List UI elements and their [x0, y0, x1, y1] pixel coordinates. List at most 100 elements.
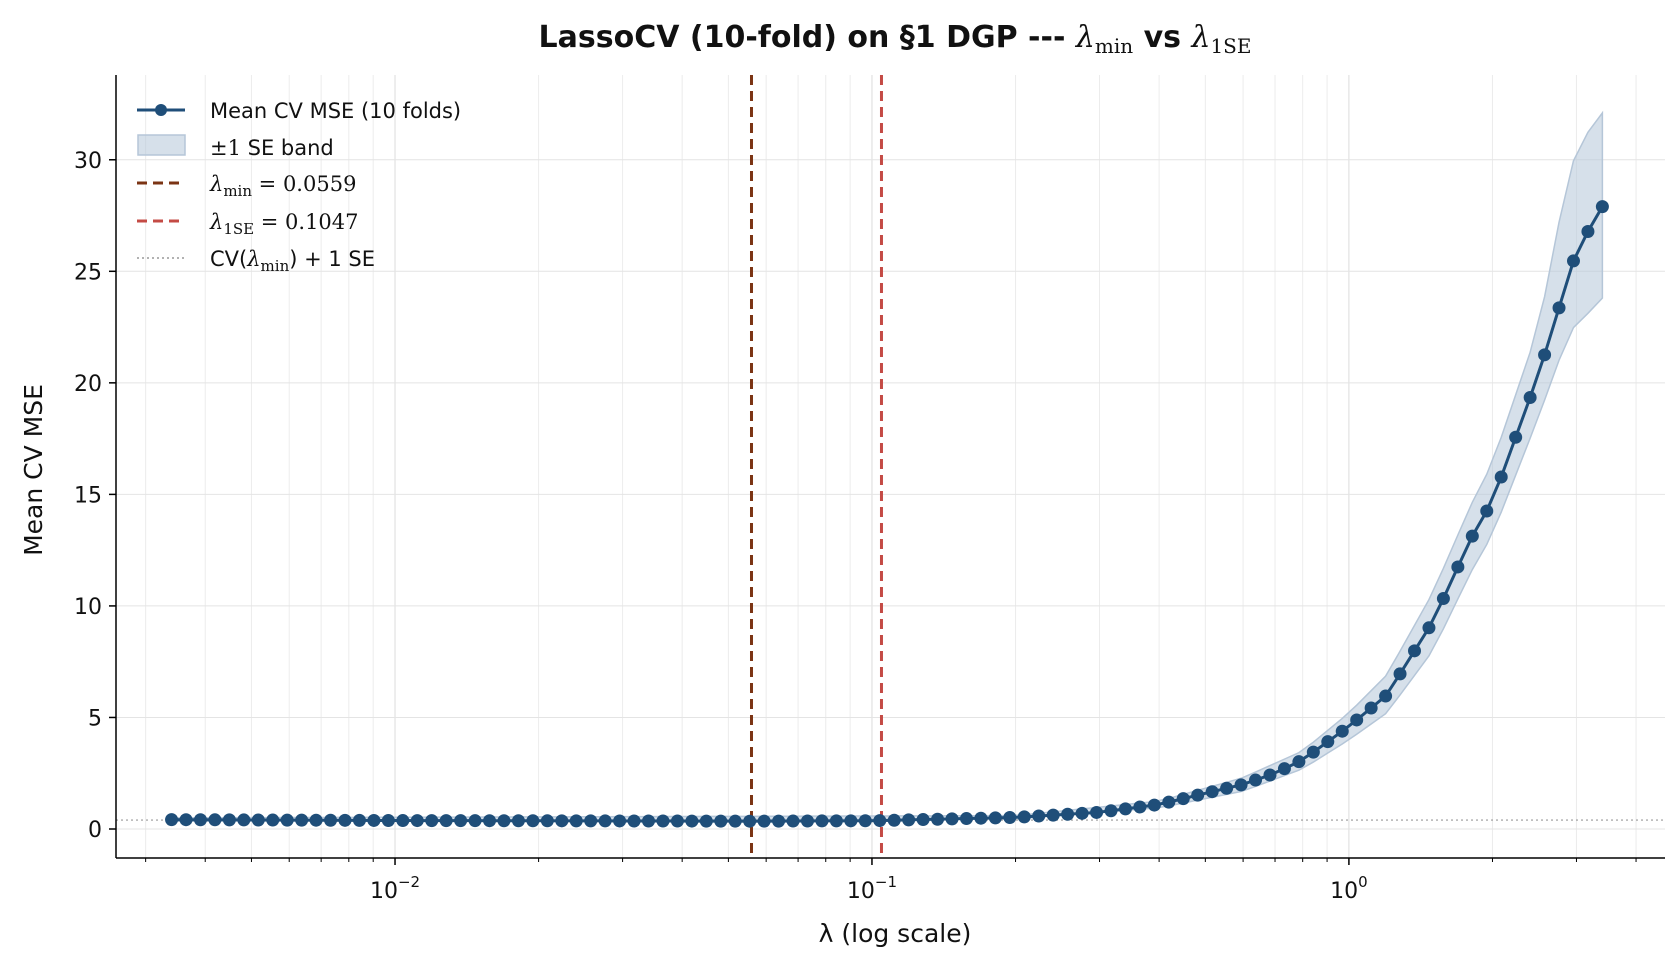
mean-cv-point [815, 814, 829, 828]
mean-cv-point [902, 813, 916, 827]
mean-cv-point [1523, 391, 1537, 405]
mean-cv-point [1552, 301, 1566, 315]
mean-cv-point [974, 811, 988, 825]
mean-cv-point [800, 814, 814, 828]
mean-cv-point [1581, 224, 1595, 238]
mean-cv-layer [165, 200, 1609, 828]
chart-title-lambda-1: λ [1075, 20, 1095, 55]
y-axis-label: Mean CV MSE [19, 384, 48, 556]
mean-cv-point [497, 814, 511, 828]
mean-cv-point [1075, 806, 1089, 820]
mean-cv-point [1422, 621, 1436, 635]
legend-item-mean: Mean CV MSE (10 folds) [137, 99, 461, 123]
mean-cv-point [945, 812, 959, 826]
mean-cv-point [743, 814, 757, 828]
legend: Mean CV MSE (10 folds) ±1 SE band λmin =… [137, 99, 461, 275]
mean-cv-point [959, 812, 973, 826]
mean-cv-point [1306, 745, 1320, 759]
x-tick-label: 10−1 [847, 873, 897, 904]
mean-cv-point [1003, 811, 1017, 825]
mean-cv-point [1335, 724, 1349, 738]
mean-cv-point [598, 814, 612, 828]
mean-cv-point [367, 813, 381, 827]
mean-cv-point [1451, 560, 1465, 574]
chart-title-sub-1: min [1095, 34, 1133, 58]
mean-cv-point [511, 814, 525, 828]
mean-cv-point [844, 814, 858, 828]
legend-label-mean: Mean CV MSE (10 folds) [210, 99, 461, 123]
mean-cv-point [266, 813, 280, 827]
mean-cv-point [309, 813, 323, 827]
mean-cv-point [613, 814, 627, 828]
mean-cv-point [410, 814, 424, 828]
mean-cv-point [757, 814, 771, 828]
mean-cv-point [627, 814, 641, 828]
mean-cv-point [1017, 810, 1031, 824]
mean-cv-point [251, 813, 265, 827]
mean-cv-point [555, 814, 569, 828]
mean-cv-point [1408, 644, 1422, 658]
chart-title-middle: vs [1133, 20, 1191, 55]
mean-cv-point [1191, 788, 1205, 802]
chart-title-prefix: LassoCV (10-fold) on §1 DGP --- [539, 20, 1076, 55]
mean-cv-point [237, 813, 251, 827]
mean-cv-point [1436, 592, 1450, 606]
mean-cv-point [1147, 798, 1161, 812]
axes [115, 75, 1665, 859]
chart-title-lambda-2: λ [1190, 20, 1210, 55]
mean-cv-point [208, 813, 222, 827]
mean-cv-point [670, 814, 684, 828]
mean-cv-point [1393, 667, 1407, 681]
mean-cv-point [439, 814, 453, 828]
legend-item-threshold: CV(λmin) + 1 SE [137, 247, 375, 275]
y-tick-label: 15 [74, 483, 102, 508]
mean-cv-point [1046, 808, 1060, 822]
legend-item-lambda-1se: λ1SE = 0.1047 [137, 210, 359, 238]
legend-label-lambda-1se: λ1SE = 0.1047 [209, 210, 359, 238]
mean-cv-point [1379, 689, 1393, 703]
mean-cv-point [1465, 529, 1479, 543]
lambda-lines-layer [749, 75, 883, 858]
y-tick-label: 20 [74, 372, 102, 397]
legend-item-lambda-min: λmin = 0.0559 [137, 172, 356, 200]
mean-cv-point [179, 813, 193, 827]
mean-cv-point [699, 814, 713, 828]
mean-cv-point [165, 813, 179, 827]
y-tick-label: 0 [88, 818, 102, 843]
chart-title: LassoCV (10-fold) on §1 DGP --- λmin vs … [539, 20, 1252, 58]
mean-cv-point [454, 814, 468, 828]
legend-item-band: ±1 SE band [137, 134, 334, 160]
mean-cv-point [656, 814, 670, 828]
y-tick-label: 10 [74, 595, 102, 620]
mean-cv-point [1321, 735, 1335, 749]
mean-cv-point [772, 814, 786, 828]
mean-cv-point [858, 814, 872, 828]
mean-cv-line [171, 205, 1604, 823]
legend-label-lambda-min: λmin = 0.0559 [209, 172, 356, 200]
y-tick-label: 30 [74, 149, 102, 174]
mean-cv-point [1032, 809, 1046, 823]
mean-cv-point [1538, 348, 1552, 362]
mean-cv-point [1104, 804, 1118, 818]
mean-cv-point [1263, 768, 1277, 782]
tick-layer: 0 5 10 15 20 25 30 10−2 10−1 100 [74, 149, 1637, 904]
mean-cv-point [1350, 713, 1364, 727]
mean-cv-point [931, 812, 945, 826]
mean-cv-point [280, 813, 294, 827]
x-tick-label: 100 [1330, 873, 1368, 904]
mean-cv-point [425, 814, 439, 828]
mean-cv-point [584, 814, 598, 828]
mean-cv-point [1566, 254, 1580, 268]
mean-cv-point [338, 813, 352, 827]
mean-cv-point [1595, 200, 1609, 214]
legend-label-threshold: CV(λmin) + 1 SE [210, 247, 375, 275]
mean-cv-point [1494, 470, 1508, 484]
mean-cv-point [1090, 805, 1104, 819]
mean-cv-point [1480, 504, 1494, 518]
x-tick-label: 10−2 [370, 873, 420, 904]
mean-cv-point [1277, 762, 1291, 776]
mean-cv-point [1509, 430, 1523, 444]
mean-cv-point [295, 813, 309, 827]
mean-cv-point [685, 814, 699, 828]
